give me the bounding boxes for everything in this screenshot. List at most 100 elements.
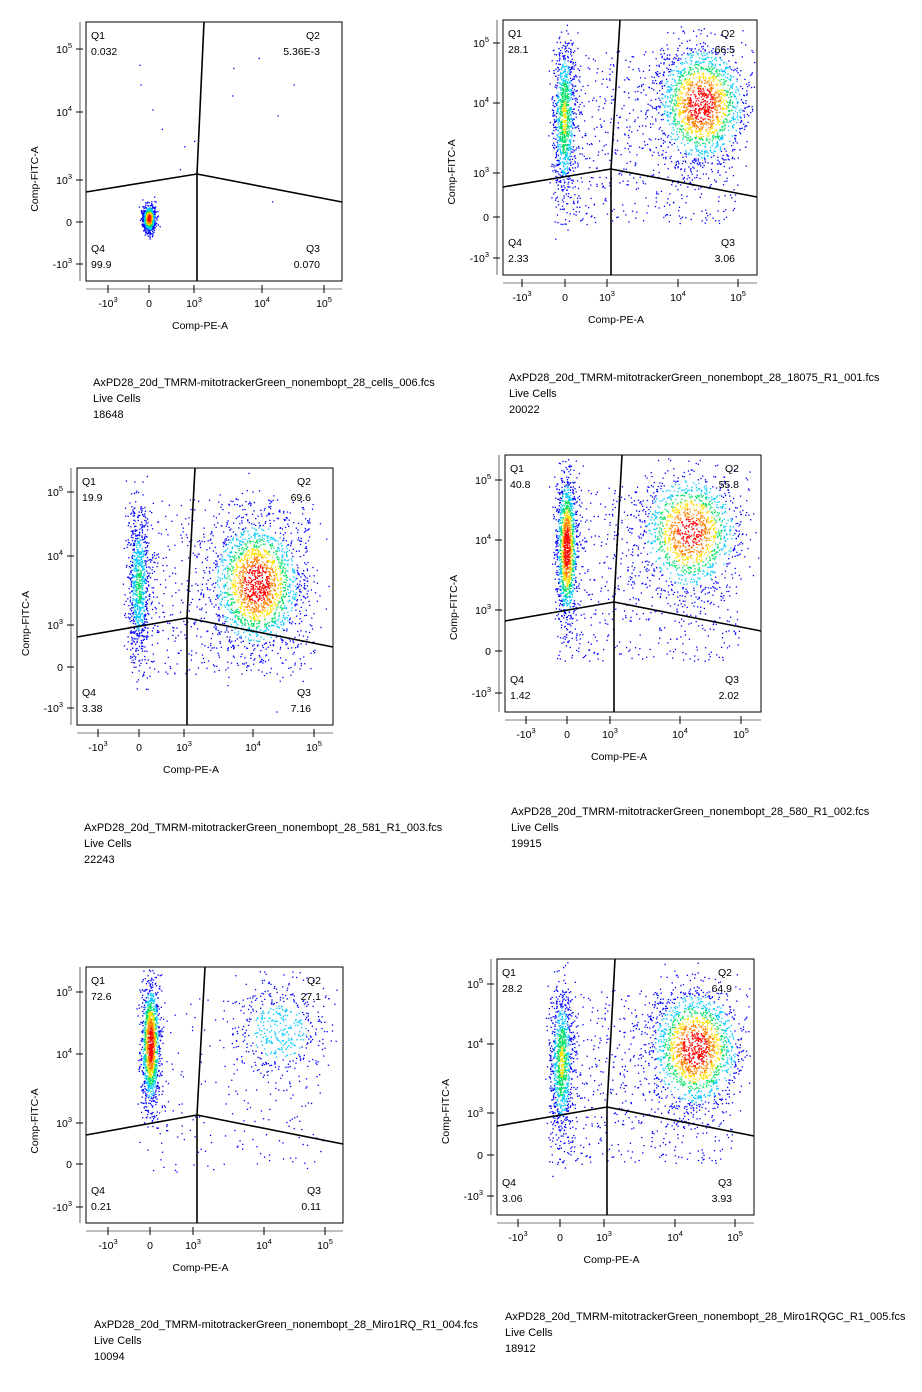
- event-dot: [564, 132, 566, 135]
- event-dot: [135, 656, 137, 658]
- gate-line-left[interactable]: [85, 173, 198, 193]
- event-dot: [230, 603, 233, 605]
- event-dot: [563, 84, 565, 86]
- event-dot: [676, 123, 678, 125]
- event-dot: [143, 215, 145, 217]
- event-dot: [677, 103, 680, 105]
- event-dot: [719, 56, 721, 59]
- event-dot: [197, 628, 199, 630]
- event-dot: [604, 199, 606, 201]
- event-dot: [706, 123, 708, 126]
- event-dot: [681, 216, 684, 218]
- event-dot: [560, 94, 563, 96]
- event-dot: [569, 197, 571, 199]
- event-dot: [566, 122, 568, 124]
- event-dot: [645, 118, 647, 120]
- event-dot: [560, 73, 562, 75]
- event-dot: [679, 129, 681, 131]
- event-dot: [555, 63, 557, 65]
- event-dot: [730, 78, 732, 80]
- event-dot: [698, 100, 700, 102]
- event-dot: [744, 78, 746, 81]
- event-dot: [566, 131, 568, 133]
- event-dot: [563, 56, 565, 58]
- event-dot: [585, 205, 587, 207]
- event-dot: [159, 226, 161, 228]
- gate-line-vertical-upper[interactable]: [196, 21, 205, 175]
- event-dot: [704, 104, 706, 106]
- event-dot: [661, 55, 663, 57]
- event-dot: [218, 566, 220, 568]
- event-dot: [566, 45, 568, 47]
- gate-line-right[interactable]: [196, 173, 343, 203]
- event-dot: [263, 587, 266, 589]
- gate-line-right[interactable]: [610, 168, 758, 198]
- event-dot: [666, 44, 668, 46]
- event-dot: [720, 150, 723, 153]
- event-dot: [714, 78, 716, 80]
- event-dot: [566, 107, 568, 109]
- event-dot: [714, 91, 717, 93]
- event-dot: [685, 60, 687, 63]
- event-dot: [579, 206, 581, 208]
- event-dot: [708, 63, 710, 65]
- event-dot: [703, 156, 706, 158]
- event-dot: [727, 90, 729, 92]
- event-dot: [719, 111, 722, 113]
- event-dot: [300, 585, 302, 587]
- event-dot: [673, 69, 675, 72]
- event-dot: [672, 63, 674, 65]
- gate-line-left[interactable]: [502, 168, 612, 188]
- event-dot: [558, 48, 560, 50]
- event-dot: [580, 177, 582, 179]
- event-dot: [577, 125, 580, 127]
- event-dot: [690, 115, 692, 117]
- event-dot: [255, 576, 257, 578]
- event-dot: [559, 180, 562, 182]
- event-dot: [680, 90, 682, 92]
- event-dot: [704, 105, 707, 107]
- event-dot: [697, 81, 699, 83]
- event-dot: [605, 200, 607, 202]
- event-dot: [227, 543, 229, 546]
- event-dot: [664, 112, 666, 114]
- event-dot: [571, 93, 573, 95]
- event-dot: [719, 146, 722, 148]
- event-dot: [678, 210, 680, 212]
- event-dot: [145, 202, 147, 204]
- event-dot: [681, 61, 683, 64]
- event-dot: [707, 110, 710, 112]
- event-dot: [634, 119, 636, 121]
- event-dot: [146, 230, 148, 232]
- event-dot: [745, 146, 747, 148]
- event-dot: [136, 546, 138, 548]
- event-dot: [677, 93, 680, 95]
- event-dot: [559, 144, 561, 146]
- event-dot: [675, 100, 677, 102]
- event-dot: [559, 116, 561, 119]
- event-dot: [124, 507, 127, 509]
- event-dot: [148, 231, 150, 233]
- event-dot: [703, 90, 705, 92]
- event-dot: [674, 118, 677, 120]
- event-dot: [700, 66, 702, 68]
- event-dot: [741, 121, 743, 123]
- event-dot: [700, 62, 702, 64]
- event-dot: [707, 95, 709, 97]
- event-dot: [669, 112, 671, 114]
- event-dot: [153, 211, 155, 214]
- event-dot: [562, 175, 564, 177]
- gate-line-vertical-upper[interactable]: [610, 19, 621, 170]
- event-dot: [248, 626, 250, 628]
- event-dot: [146, 202, 148, 204]
- event-dot: [680, 152, 682, 154]
- event-dot: [570, 139, 572, 141]
- event-dot: [668, 221, 670, 223]
- event-dot: [743, 123, 745, 125]
- event-dot: [677, 167, 679, 169]
- event-dot: [683, 73, 685, 75]
- event-dot: [681, 194, 683, 196]
- event-dot: [564, 62, 566, 64]
- event-dot: [631, 56, 633, 58]
- event-dot: [561, 145, 563, 147]
